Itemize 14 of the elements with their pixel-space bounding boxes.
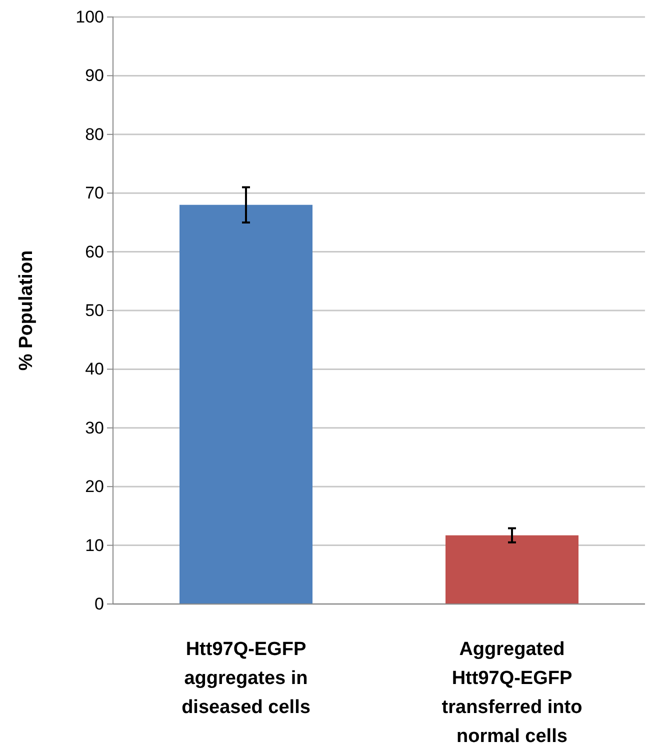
y-axis-title: % Population	[16, 250, 37, 371]
y-tick-label: 100	[76, 7, 104, 26]
x-tick-label: Aggregated Htt97Q-EGFP transferred into normal cells	[442, 639, 582, 744]
y-tick-label: 70	[85, 184, 104, 203]
y-tick-label: 10	[85, 536, 104, 555]
y-tick-label: 60	[85, 242, 104, 262]
y-tick-label: 40	[85, 360, 104, 379]
y-tick-label: 30	[85, 418, 104, 438]
x-tick-label: Htt97Q-EGFP aggregates in diseased cells	[182, 639, 310, 718]
y-tick-label: 90	[85, 66, 104, 86]
y-tick-label: 20	[85, 477, 104, 496]
y-tick-label: 80	[85, 124, 104, 144]
y-tick-label: 50	[85, 300, 104, 320]
y-tick-label: 0	[94, 594, 104, 614]
